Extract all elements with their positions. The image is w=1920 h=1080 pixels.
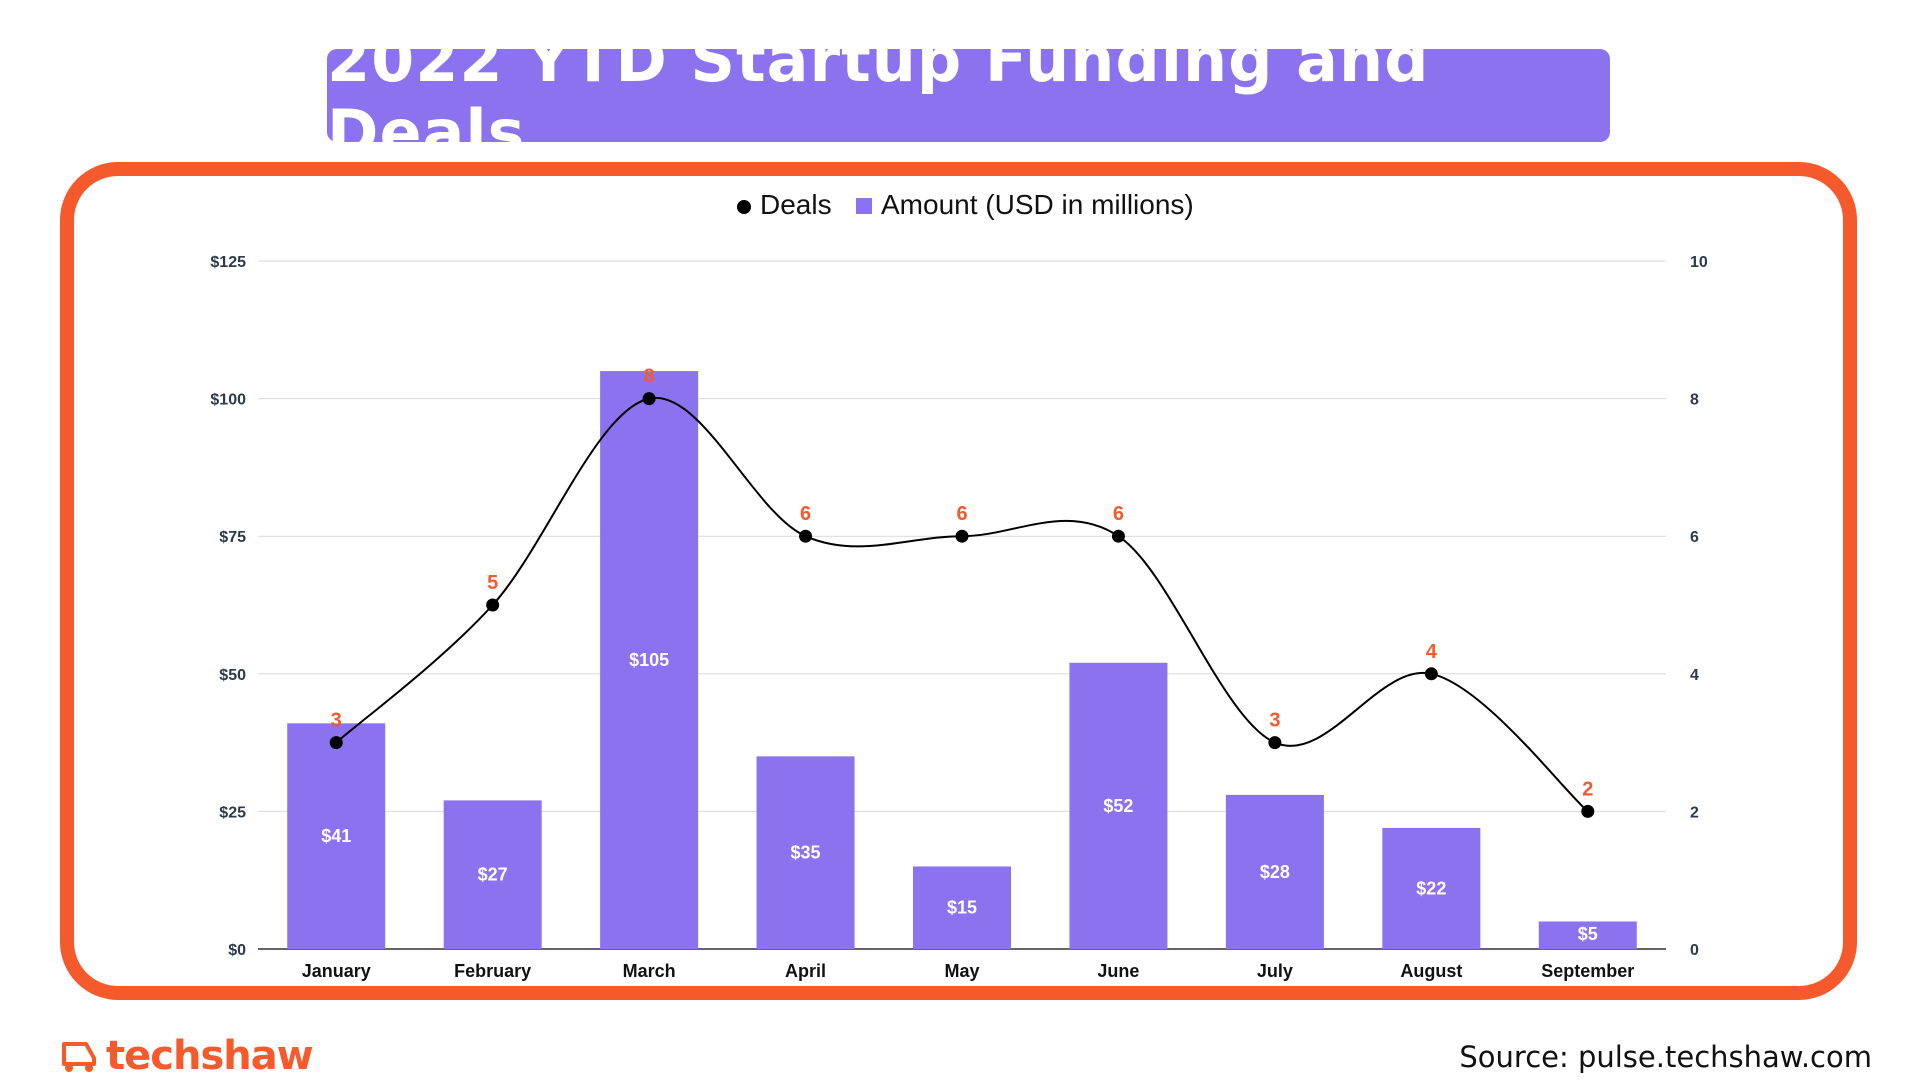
bar [1382,827,1481,949]
y-left-tick-label: $0 [228,942,246,959]
rickshaw-icon [62,1042,96,1072]
legend-amount-label: Amount (USD in millions) [881,189,1194,220]
deal-point [642,392,656,406]
deal-point [1268,736,1282,750]
bar [1069,662,1168,949]
bar-value-label: $35 [791,843,821,863]
brand-logo: techshaw [60,1033,314,1079]
bar [287,723,386,949]
y-left-tick-label: $50 [219,667,246,684]
legend-deals-label: Deals [760,189,832,220]
deal-point [799,529,813,543]
title-banner: 2022 YTD Startup Funding and Deals [327,23,1610,169]
deal-value-label: 6 [1113,503,1124,525]
x-tick-label: January [302,961,371,981]
deal-point [329,736,343,750]
x-tick-label: July [1257,961,1293,981]
axes: $0 $25 $50 $75 $100 $125 0 2 4 6 8 10 January Februar… [210,254,1707,981]
deal-value-label: 6 [956,503,967,525]
y-right-tick-label: 8 [1690,392,1699,409]
bar [756,756,855,949]
x-tick-label: June [1097,961,1139,981]
deal-point [1111,529,1125,543]
deal-point [1581,804,1595,818]
bar-value-label: $52 [1103,796,1133,816]
y-left-tick-label: $100 [210,392,246,409]
deal-value-label: 2 [1582,778,1593,800]
x-tick-label: August [1400,961,1462,981]
bar [443,800,542,949]
chart-title: 2022 YTD Startup Funding and Deals [327,22,1430,169]
bar-value-label: $5 [1578,924,1598,944]
bar [1538,921,1637,949]
bar-value-label: $27 [478,865,508,885]
legend-amount-marker [856,198,872,214]
legend: Deals Amount (USD in millions) [737,189,1194,220]
brand-name: techshaw [106,1033,314,1079]
x-tick-label: September [1541,961,1634,981]
bars: $41 $27 $105 $35 $15 $52 $28 $22 $5 [287,371,1637,950]
y-left-tick-label: $125 [210,254,246,271]
bar-value-label: $15 [947,898,977,918]
y-right-tick-label: 4 [1690,667,1699,684]
bar [1225,794,1324,949]
deal-value-label: 8 [644,366,655,388]
deals-line-path [335,397,1589,813]
y-right-tick-label: 2 [1690,804,1699,821]
y-left-tick-label: $25 [219,804,246,821]
deal-value-label: 3 [1269,710,1280,732]
deal-value-label: 5 [487,572,498,594]
deal-value-label: 4 [1426,641,1438,663]
bar-value-label: $105 [629,650,669,670]
deal-point [955,529,969,543]
bar [913,866,1011,949]
bar [600,371,699,950]
x-tick-label: March [623,961,676,981]
x-tick-label: February [454,961,531,981]
deal-point [1424,667,1438,681]
deal-value-label: 6 [800,503,811,525]
x-tick-label: April [785,961,826,981]
y-right-tick-label: 6 [1690,529,1699,546]
y-right-tick-label: 0 [1690,942,1699,959]
legend-deals-marker [737,200,751,214]
bar-value-label: $41 [321,826,351,846]
y-right-tick-label: 10 [1690,254,1708,271]
y-left-tick-label: $75 [219,529,246,546]
bar-value-label: $28 [1260,862,1290,882]
x-tick-label: May [944,961,979,981]
deal-value-label: 3 [331,710,342,732]
source-credit: Source: pulse.techshaw.com [1459,1040,1872,1074]
deal-point [486,598,500,612]
deals-line: 3 5 8 6 6 6 3 4 2 [329,366,1595,818]
bar-value-label: $22 [1416,878,1446,898]
